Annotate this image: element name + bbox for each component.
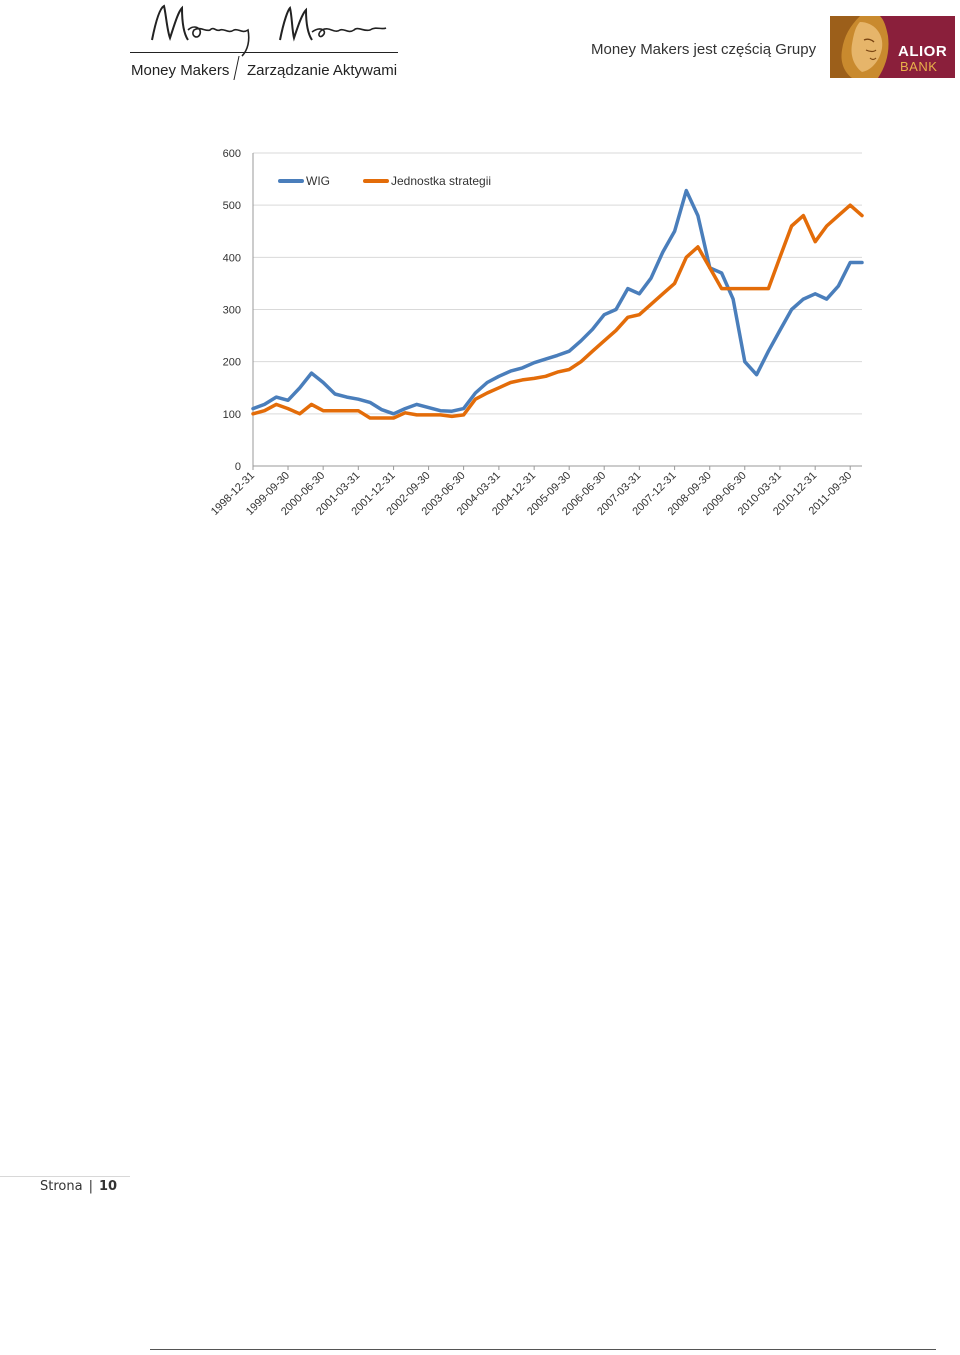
page-separator: | (88, 1179, 93, 1194)
chart-series (251, 188, 864, 420)
page-number: 10 (98, 1179, 118, 1194)
series-line-strategy (251, 203, 864, 420)
bottom-divider-line (150, 1349, 936, 1350)
y-tick-label: 600 (223, 148, 241, 160)
alior-bank-logo: ALIOR BANK (830, 16, 955, 78)
series-line-wig (251, 188, 864, 416)
brand-subtitle: Zarządzanie Aktywami (247, 62, 398, 79)
alior-lion-head-icon (830, 16, 892, 78)
y-tick-label: 400 (223, 252, 241, 264)
footer-divider (0, 1176, 130, 1177)
chart-legend: WIG Jednostka strategii (278, 174, 491, 188)
chart-axes: 01002003004005006001998-12-311999-09-302… (209, 148, 862, 518)
legend-label: WIG (306, 174, 330, 188)
performance-line-chart: 01002003004005006001998-12-311999-09-302… (209, 148, 864, 518)
group-membership-text: Money Makers jest częścią Grupy (591, 41, 817, 58)
legend-label: Jednostka strategii (391, 174, 491, 188)
chart-gridlines (253, 152, 862, 415)
y-tick-label: 500 (223, 200, 241, 212)
y-tick-label: 0 (235, 461, 241, 473)
page-number-footer: Strona | 10 (40, 1179, 117, 1194)
alior-wordmark: ALIOR (898, 43, 948, 60)
y-tick-label: 100 (223, 409, 241, 421)
bank-wordmark: BANK (900, 59, 938, 74)
page-header: Money Makers Zarządzanie Aktywami Money … (0, 0, 960, 100)
brand-name: Money Makers (131, 62, 230, 79)
logo-divider-line (130, 52, 398, 53)
y-tick-label: 200 (223, 357, 241, 369)
money-makers-signature-logo (151, 4, 387, 57)
page-label: Strona (40, 1179, 83, 1194)
y-tick-label: 300 (223, 305, 241, 317)
